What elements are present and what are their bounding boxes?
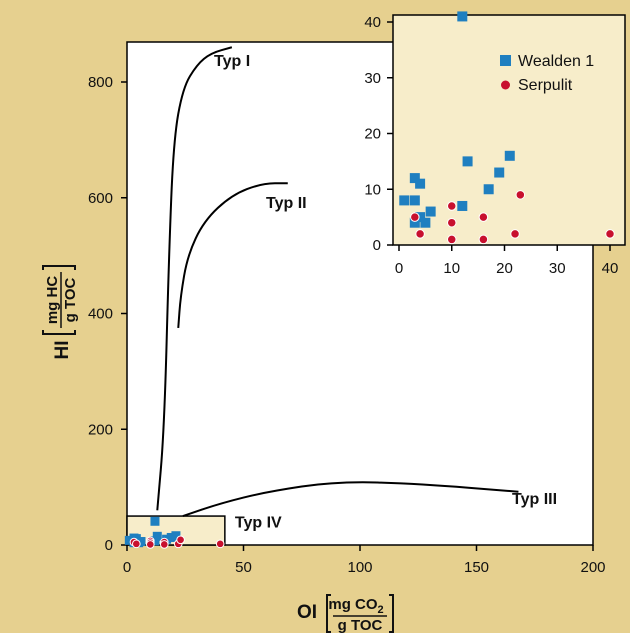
inset-wealden-point xyxy=(415,178,426,189)
inset-serpulit-point xyxy=(415,229,425,239)
inset-x-tick-label: 10 xyxy=(443,260,460,277)
x-axis-label-denominator: g TOC xyxy=(338,617,383,633)
main-serpulit-point xyxy=(159,540,169,549)
inset-serpulit-point xyxy=(447,234,457,245)
inset-wealden-point xyxy=(399,195,410,206)
main-wealden-point xyxy=(150,516,160,526)
main-wealden-point xyxy=(166,532,176,542)
inset-y-tick-label: 20 xyxy=(364,126,381,143)
inset-wealden-point xyxy=(425,206,436,217)
inset-serpulit-point xyxy=(605,229,615,239)
x-axis-label-main: OI xyxy=(297,602,317,623)
inset-wealden-point xyxy=(409,217,420,228)
y-axis-label-bracket-left xyxy=(42,330,76,335)
typ-iii-curve xyxy=(182,481,519,518)
main-wealden-point xyxy=(124,535,134,545)
inset-plot-layer: 0 10 20 30 40 0 10 20 30 40 Wealden 1 Serpulit xyxy=(364,11,618,277)
y-axis-label-bracket-right xyxy=(42,265,76,270)
inset-y-tick-label: 0 xyxy=(373,237,381,254)
inset-wealden-point xyxy=(462,156,473,167)
y-tick-label: 0 xyxy=(105,537,113,554)
inset-x-tick-label: 30 xyxy=(549,260,566,277)
x-axis-label-numerator-subscript: 2 xyxy=(378,604,384,616)
main-serpulit-point xyxy=(131,539,141,549)
x-tick-label: 150 xyxy=(464,559,489,576)
x-tick-label: 200 xyxy=(580,559,605,576)
legend-wealden-label: Wealden 1 xyxy=(518,53,594,70)
inset-x-tick-label: 0 xyxy=(395,260,403,277)
y-axis-label-denominator: g TOC xyxy=(62,277,79,322)
typ-iv-label: Typ IV xyxy=(235,515,282,532)
main-wealden-point xyxy=(152,531,162,541)
inset-wealden-point xyxy=(409,195,420,206)
inset-plot-frame xyxy=(392,14,626,246)
x-axis-label-numerator-text: mg CO xyxy=(328,596,378,613)
inset-serpulit-point xyxy=(478,212,489,222)
x-axis-label-numerator: mg CO2 xyxy=(328,596,383,616)
x-tick-label: 100 xyxy=(347,559,372,576)
inset-serpulit-point xyxy=(410,212,420,222)
y-tick-label: 800 xyxy=(88,74,113,91)
main-serpulit-point xyxy=(215,539,225,549)
legend: Wealden 1 Serpulit xyxy=(500,53,594,94)
typ-i-label: Typ I xyxy=(214,53,250,70)
y-axis-label-numerator: mg HC xyxy=(44,276,61,325)
inset-serpulit-point xyxy=(447,201,457,211)
inset-wealden-point xyxy=(415,212,426,223)
legend-wealden-marker xyxy=(500,55,511,66)
inset-wealden-point xyxy=(504,150,515,161)
inset-serpulit-point xyxy=(515,190,526,200)
y-tick-label: 200 xyxy=(88,421,113,438)
legend-serpulit-label: Serpulit xyxy=(518,77,573,94)
typ-ii-label: Typ II xyxy=(266,195,307,212)
main-serpulit-point xyxy=(176,535,185,545)
inset-serpulit-point xyxy=(447,217,457,228)
inset-wealden-point xyxy=(409,173,420,184)
inset-wealden-point xyxy=(483,184,494,195)
inset-serpulit-point xyxy=(478,234,489,245)
main-wealden-point xyxy=(171,531,181,541)
main-wealden-point xyxy=(150,536,160,546)
main-wealden-point xyxy=(136,537,146,547)
y-axis-label-main: HI xyxy=(52,341,73,360)
y-tick-label: 600 xyxy=(88,190,113,207)
x-tick-label: 50 xyxy=(235,559,252,576)
y-tick-label: 400 xyxy=(88,306,113,323)
inset-x-tick-label: 20 xyxy=(496,260,513,277)
inset-wealden-point xyxy=(457,200,468,211)
legend-serpulit-marker xyxy=(501,80,510,90)
inset-wealden-point xyxy=(420,217,431,228)
typ-iii-label: Typ III xyxy=(512,491,557,508)
inset-y-tick-label: 30 xyxy=(364,70,381,87)
x-axis-label-bracket-left xyxy=(326,594,331,633)
inset-y-tick-label: 10 xyxy=(364,181,381,198)
typ-ii-curve xyxy=(177,182,288,329)
inset-wealden-point xyxy=(494,167,505,178)
inset-serpulit-point xyxy=(510,229,520,239)
inset-wealden-point xyxy=(457,11,468,22)
y-axis-label: HI mg HC g TOC xyxy=(42,265,79,360)
typ-i-curve xyxy=(156,46,233,511)
x-tick-label: 0 xyxy=(123,559,131,576)
x-axis-label: OI mg CO2 g TOC xyxy=(297,594,394,633)
main-serpulit-point xyxy=(145,540,155,549)
x-axis-label-bracket-right xyxy=(389,594,394,633)
inset-x-tick-label: 40 xyxy=(602,260,619,277)
inset-y-tick-label: 40 xyxy=(364,14,381,31)
